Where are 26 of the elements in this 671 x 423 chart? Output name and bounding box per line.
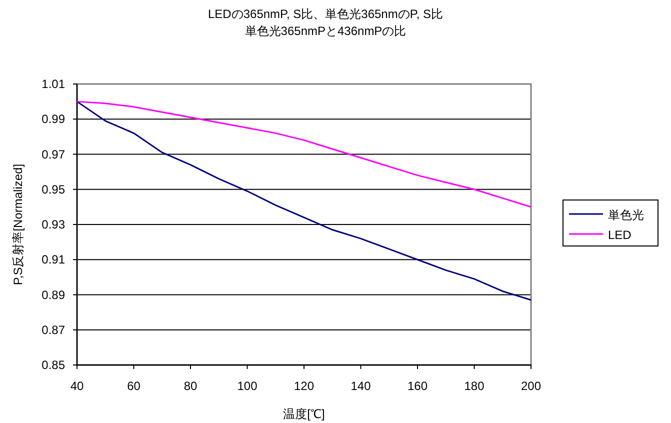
x-tick-label: 60 (127, 379, 141, 393)
y-tick-label: 0.99 (42, 112, 66, 126)
line-series (76, 100, 532, 301)
y-tick-label: 0.87 (42, 322, 66, 337)
x-tick-label: 120 (294, 379, 314, 393)
x-tick-label: 160 (407, 379, 428, 393)
x-tick-label: 100 (237, 379, 258, 393)
y-tick-label: 0.93 (42, 218, 66, 232)
x-tick-label: 200 (520, 379, 542, 393)
x-tick-label: 180 (464, 379, 485, 393)
x-tick-label: 80 (184, 379, 198, 393)
x-axis-title: 温度[℃] (283, 407, 325, 421)
x-tick-label: 40 (70, 379, 84, 393)
legend-label: LED (608, 228, 632, 242)
y-tick-label: 0.95 (42, 182, 66, 196)
y-tick-label: 1.01 (42, 77, 66, 91)
y-tick-label: 0.91 (42, 252, 66, 267)
y-tick-label: 0.89 (42, 288, 66, 302)
legend-label: 単色光 (608, 208, 644, 222)
y-tick-label: 0.97 (42, 147, 66, 162)
y-tick-label: 0.85 (42, 358, 66, 372)
y-axis-title: P,S反射率[Normalized] (11, 164, 25, 286)
chart-title: LEDの365nmP, S比、単色光365nmのP, S比 (208, 7, 443, 21)
x-tick-label: 140 (350, 379, 372, 393)
line-series (76, 100, 532, 208)
chart-subtitle: 単色光365nmPと436nmPの比 (244, 24, 406, 38)
